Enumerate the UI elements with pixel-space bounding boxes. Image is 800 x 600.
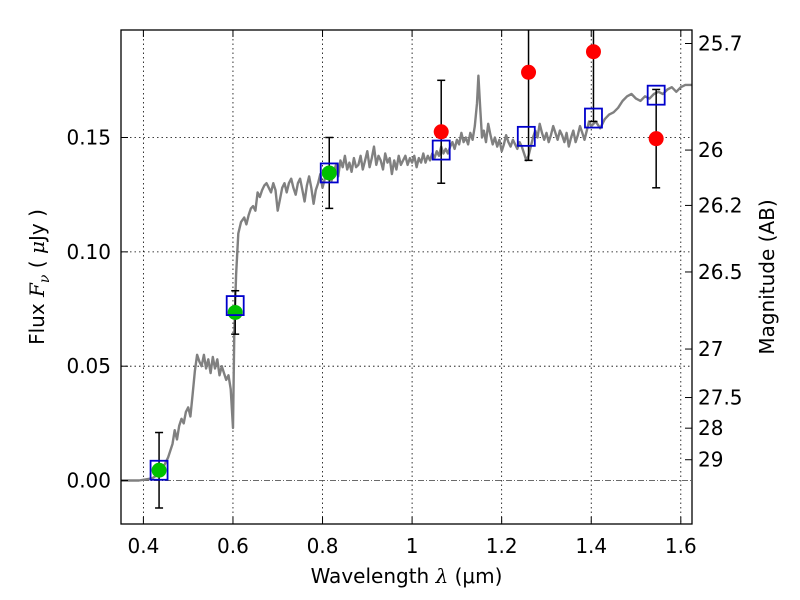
- model-photometry-square: [516, 125, 536, 147]
- mag-tick-label: 26.5: [698, 260, 743, 284]
- mag-tick-label: 27.5: [698, 386, 743, 410]
- y-axis-label-unit-open: (: [25, 254, 49, 275]
- y-axis-label: Flux Fν ( μJy ): [25, 209, 53, 345]
- x-tick-label: 1.6: [665, 534, 697, 558]
- model-photometry-square: [149, 459, 169, 481]
- model-photometry-square: [431, 139, 451, 161]
- mag-tick-label: 29: [698, 448, 723, 472]
- grid-lines: [121, 30, 692, 524]
- y-axis-label-prefix: Flux: [25, 297, 49, 345]
- model-photometry-square: [584, 107, 603, 129]
- detected_flux-point: [227, 304, 243, 320]
- model-spectrum-line: [121, 74, 692, 482]
- y-tick-label: 0.10: [66, 240, 111, 264]
- magnitude-axis-label: Magnitude (AB): [755, 199, 779, 354]
- y-tick-label: 0.15: [66, 125, 111, 149]
- detected_flux-point: [151, 462, 167, 478]
- model-photometry-square: [319, 162, 339, 184]
- model-photometry-squares: [149, 84, 666, 481]
- y-axis-label-unit-rest: Jy ): [25, 209, 49, 243]
- x-tick-label: 0.4: [127, 534, 159, 558]
- x-axis-label-unit: (μm): [448, 564, 502, 588]
- axis-ticks: 0.4 0.6 0.8 1 1.2 1.4 1.6 0.00 0.05 0.10 0.15 25.7 2…: [66, 30, 743, 558]
- x-axis-label-prefix: Wavelength: [311, 564, 436, 588]
- low_significance_flux-point: [521, 64, 537, 80]
- detected_flux-point: [321, 165, 337, 181]
- x-tick-label: 0.8: [307, 534, 339, 558]
- x-axis-label-symbol: λ: [435, 564, 449, 588]
- mag-tick-label: 26.2: [698, 193, 743, 217]
- y-tick-label: 0.05: [66, 354, 111, 378]
- x-tick-label: 1: [406, 534, 419, 558]
- plot-frame: [120, 29, 693, 525]
- x-tick-label: 1.2: [486, 534, 518, 558]
- y-axis-label-subscript: ν: [37, 274, 53, 283]
- low_significance_flux-point: [433, 124, 449, 140]
- model-spectrum-layer: [121, 74, 692, 482]
- mag-tick-label: 25.7: [698, 31, 743, 55]
- low_significance_flux-point: [648, 131, 664, 147]
- model-photometry-square: [225, 295, 245, 316]
- x-axis-label: Wavelength λ (μm): [311, 564, 503, 588]
- mag-tick-label: 27: [698, 337, 723, 361]
- x-tick-label: 0.6: [217, 534, 249, 558]
- y-axis-label-unit-mu: μ: [25, 241, 49, 254]
- x-tick-label: 1.4: [575, 534, 607, 558]
- mag-tick-label: 28: [698, 416, 723, 440]
- mag-tick-label: 26: [698, 138, 723, 162]
- error-bars: [155, 30, 661, 509]
- model-photometry-square: [646, 84, 666, 106]
- y-axis-label-symbol: F: [25, 282, 49, 298]
- flux-points: [151, 44, 664, 478]
- low_significance_flux-point: [585, 44, 601, 60]
- y-tick-label: 0.00: [66, 469, 111, 493]
